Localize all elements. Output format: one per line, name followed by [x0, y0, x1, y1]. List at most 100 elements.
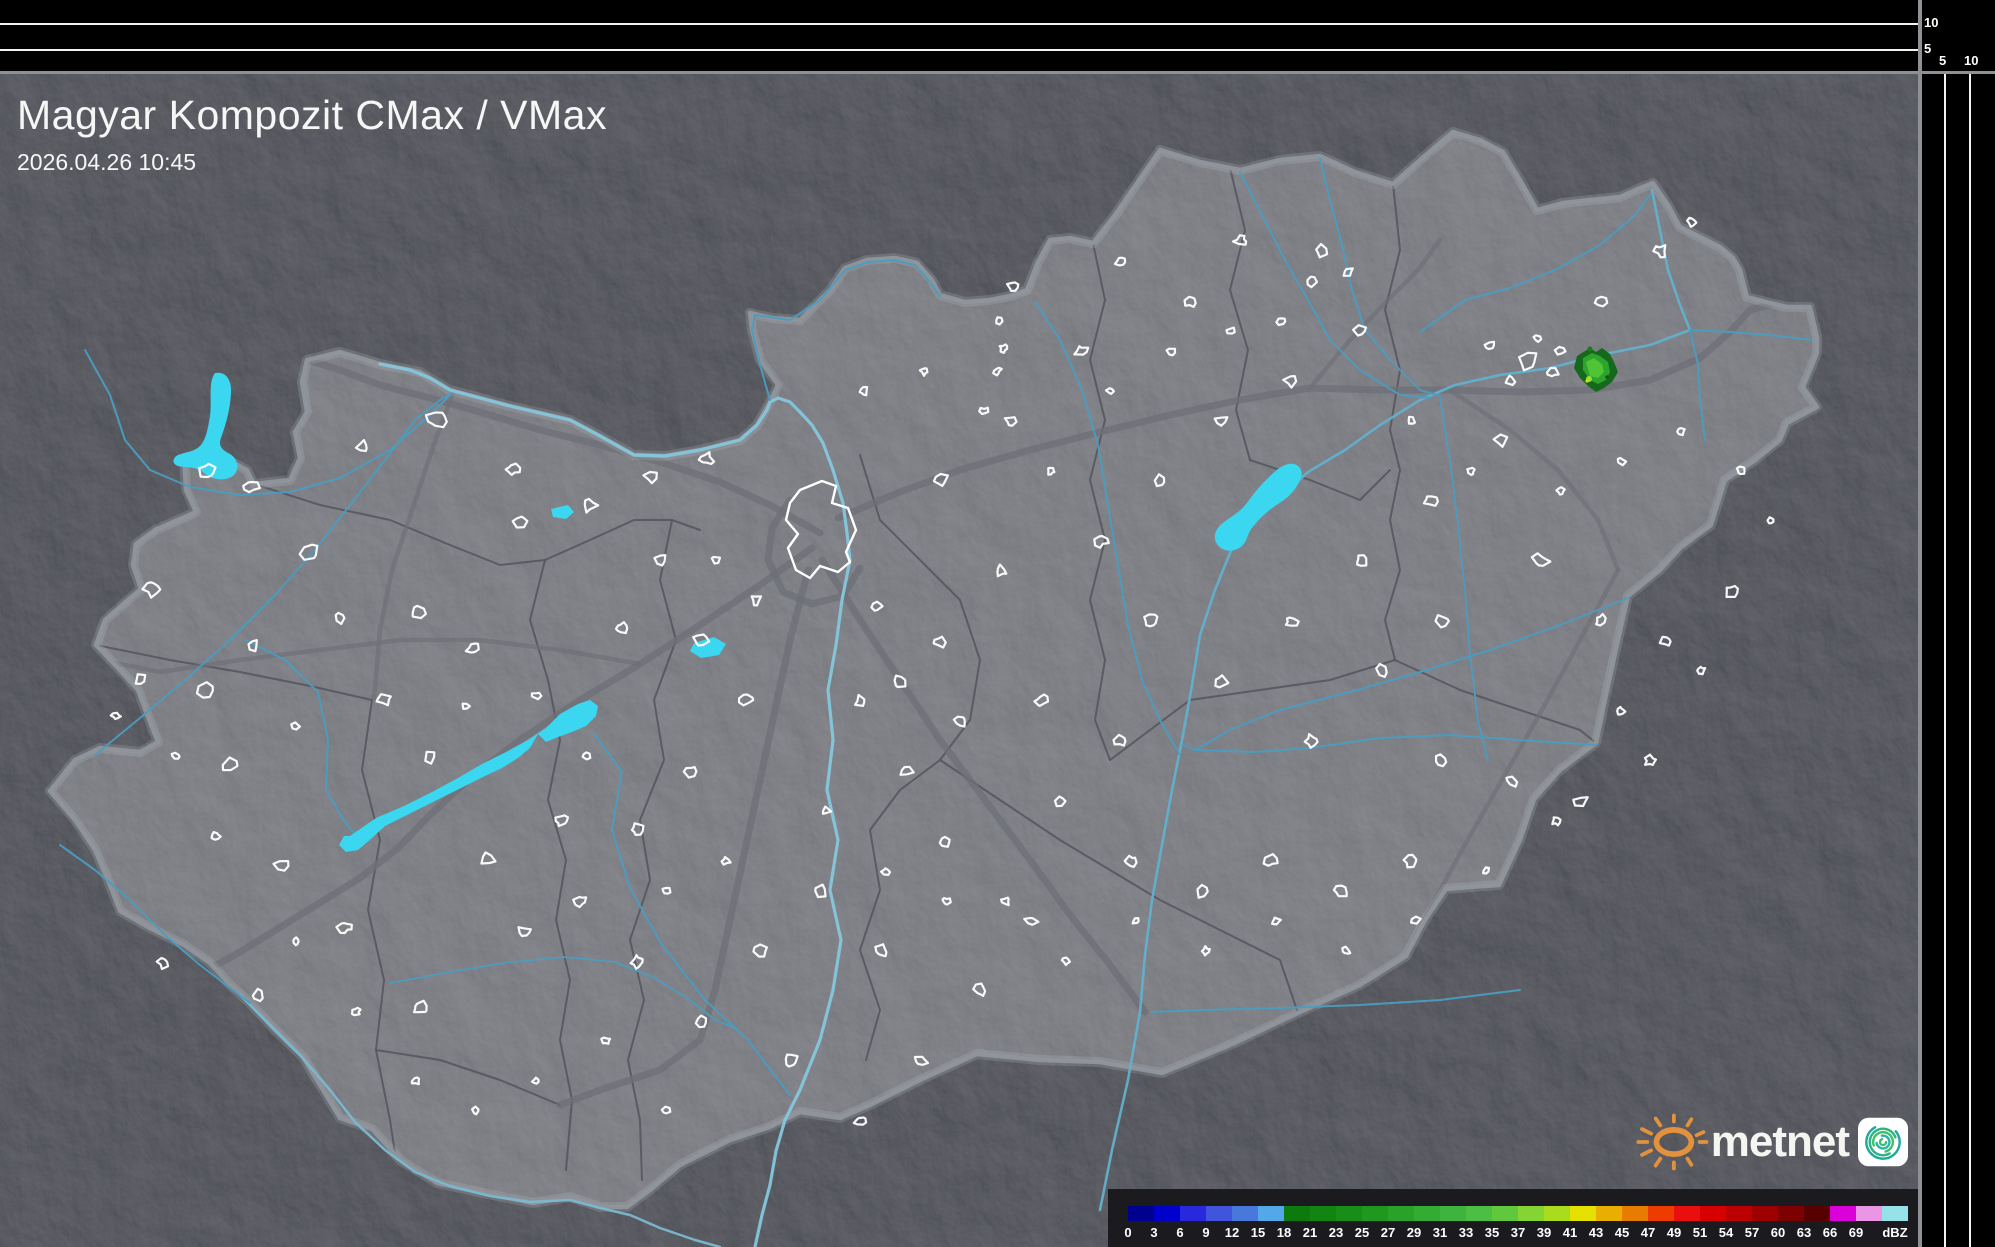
echo-dot	[1585, 379, 1589, 383]
page-title: Magyar Kompozit CMax / VMax	[17, 92, 607, 138]
colorbar-segment	[1336, 1206, 1362, 1221]
colorbar-segment	[1882, 1206, 1908, 1221]
motorway	[556, 566, 812, 1109]
city-outline	[1104, 387, 1116, 395]
city-outline	[737, 693, 755, 707]
metnet-app-icon	[1857, 1117, 1908, 1167]
city-outline	[134, 673, 147, 686]
city-outline	[1492, 433, 1509, 448]
colorbar-label: 18	[1276, 1225, 1292, 1240]
city-outline	[1658, 635, 1672, 647]
road	[371, 392, 455, 701]
colorbar-label: 39	[1536, 1225, 1552, 1240]
city-outline	[1483, 340, 1496, 351]
city-outline	[995, 316, 1004, 326]
city-outline	[1652, 244, 1667, 259]
river-maros	[1151, 989, 1521, 1013]
road	[1447, 387, 1621, 573]
city-outline	[1555, 486, 1566, 496]
city-outline	[530, 1076, 540, 1085]
city-outline	[335, 921, 353, 935]
city-outline	[1200, 945, 1211, 957]
city-outline	[1153, 473, 1166, 488]
city-outline	[109, 711, 123, 721]
city-outline	[692, 633, 711, 647]
city-outline	[1282, 375, 1298, 389]
city-outline	[1073, 345, 1090, 356]
city-outline	[630, 822, 645, 837]
city-outline	[1434, 613, 1450, 629]
right-panel-gridline	[1969, 74, 1971, 1247]
city-outline	[1434, 753, 1448, 768]
radar-echo	[1574, 346, 1618, 392]
sun-icon	[1636, 1113, 1709, 1171]
city-outline	[411, 604, 427, 620]
colorbar-segment	[1622, 1206, 1648, 1221]
city-outline	[351, 1006, 362, 1017]
city-outline-budapest	[784, 479, 858, 580]
motorway	[131, 544, 816, 1014]
city-outline	[750, 595, 763, 607]
city-outline	[1504, 374, 1517, 387]
county-line	[95, 644, 373, 701]
county-line	[529, 559, 573, 1171]
county-line	[1089, 242, 1111, 761]
colorbar-segment	[1518, 1206, 1544, 1221]
river-kraszna	[1689, 329, 1706, 441]
echo-dot	[1587, 346, 1593, 352]
lake-tisza-to	[1214, 463, 1302, 551]
right-axis-label: 5	[1939, 53, 1947, 68]
dbz-colorbar-segments	[1128, 1206, 1908, 1221]
city-outline	[1402, 853, 1418, 869]
city-outline	[412, 999, 428, 1014]
city-outline	[1270, 916, 1282, 926]
city-outline	[464, 642, 480, 654]
colorbar-label: 12	[1224, 1225, 1240, 1240]
lake-balaton	[339, 700, 598, 852]
colorbar-label: 23	[1328, 1225, 1344, 1240]
colorbar-label: 51	[1692, 1225, 1708, 1240]
top-height-profile-panel	[0, 0, 1995, 71]
colorbar-segment	[1778, 1206, 1804, 1221]
river-drava	[238, 993, 722, 1247]
river-kapos	[389, 956, 736, 1029]
city-outline	[141, 581, 162, 599]
river-sajo	[1239, 171, 1431, 399]
city-outline	[1306, 275, 1319, 289]
city-outline	[932, 472, 950, 488]
city-outline	[1143, 613, 1159, 628]
colorbar-label: dBZ	[1882, 1225, 1908, 1240]
city-outline	[1023, 916, 1040, 926]
city-outline	[375, 693, 392, 707]
city-outline	[1231, 234, 1248, 246]
country-border	[47, 129, 1820, 1210]
city-outline	[720, 855, 732, 866]
city-outline	[247, 638, 258, 653]
city-outline	[424, 411, 448, 429]
river-szamos	[1689, 329, 1813, 341]
right-height-profile-panel	[1918, 0, 1995, 1247]
city-outline	[1594, 612, 1607, 627]
city-outline	[480, 851, 497, 865]
city-outline	[814, 883, 827, 899]
city-outlines	[109, 216, 1775, 1126]
colorbar-label: 6	[1176, 1225, 1184, 1240]
city-outline	[913, 1055, 930, 1066]
city-outline	[1060, 956, 1072, 967]
city-outline	[661, 886, 672, 895]
city-outline	[1112, 733, 1127, 747]
city-outline	[1342, 267, 1354, 277]
city-outline	[1183, 295, 1197, 308]
top-axis-label: 5	[1924, 41, 1932, 56]
city-outline	[1005, 281, 1020, 292]
city-outline	[298, 543, 319, 561]
city-outline	[1053, 795, 1067, 808]
city-outline	[1530, 552, 1552, 567]
county-borders	[95, 167, 1597, 1181]
city-outline	[1262, 852, 1279, 867]
city-outline	[697, 451, 716, 466]
city-outline	[952, 715, 966, 728]
motorway	[834, 301, 1774, 522]
city-outline	[1616, 456, 1628, 467]
city-outline	[1375, 662, 1388, 679]
